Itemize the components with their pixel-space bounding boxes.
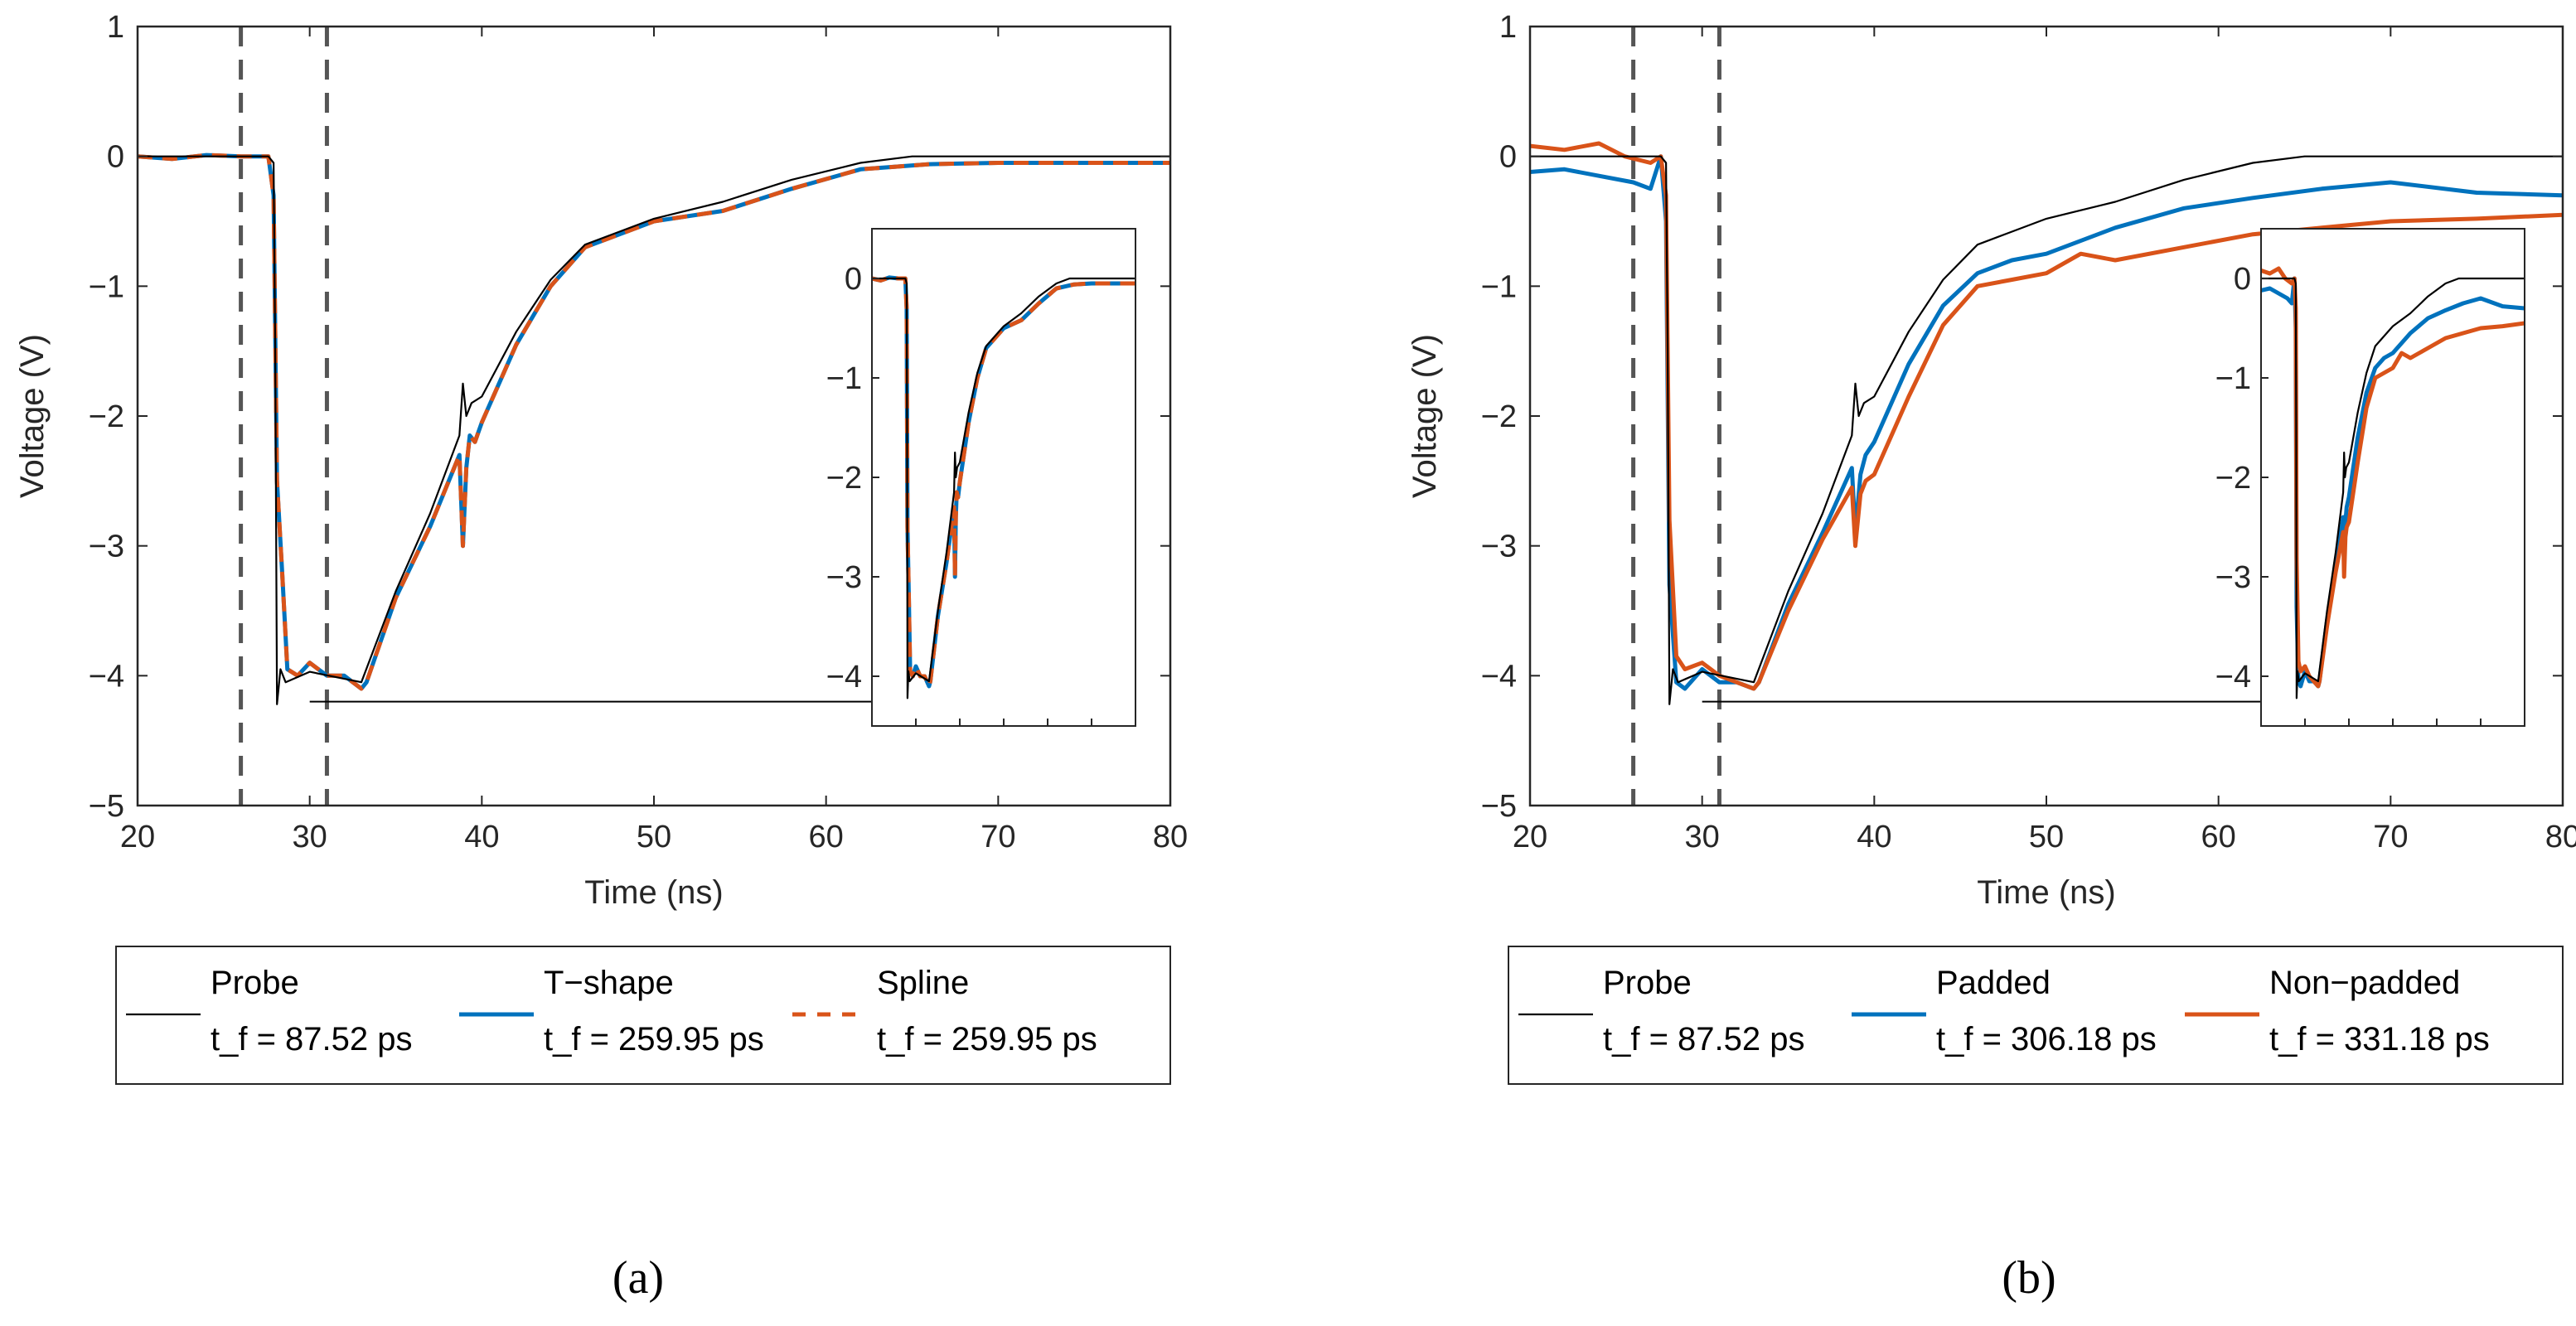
- y-tick-label: −1: [1481, 269, 1517, 304]
- series-line-probe: [138, 155, 1170, 705]
- x-tick-label: 80: [1153, 820, 1188, 854]
- inset-y-tick-label: −2: [2215, 461, 2251, 496]
- y-tick-label: −4: [89, 659, 124, 694]
- y-tick-label: −5: [1481, 789, 1517, 824]
- y-tick-label: −3: [1481, 530, 1517, 564]
- inset-y-tick-label: −1: [826, 361, 862, 396]
- y-tick-label: −2: [1481, 399, 1517, 434]
- inset-plot-area: [872, 229, 1135, 726]
- legend-box: [115, 946, 1171, 1085]
- y-axis-label: Voltage (V): [1407, 334, 1443, 498]
- y-tick-label: −1: [89, 269, 124, 304]
- inset-chart: 0 −1 −2 −3 −4: [826, 228, 1136, 727]
- y-tick-label: −4: [1481, 659, 1517, 694]
- legend-label: T−shape: [544, 965, 674, 1001]
- legend-tf-label: t_f = 306.18 ps: [1936, 1021, 2157, 1057]
- y-tick-label: 1: [1499, 10, 1517, 45]
- legend: Probe t_f = 87.52 ps Padded t_f = 306.18 ps…: [1508, 946, 2564, 1085]
- y-tick-label: −5: [89, 789, 124, 824]
- inset-series-line: [2261, 277, 2525, 699]
- chart-panel-a: 20 30 40 50 60 70 80 1 0 −1 −2 −3 −4 −5 Time (ns) Volta…: [14, 10, 1188, 1304]
- x-tick-label: 30: [1685, 820, 1720, 854]
- x-axis-label: Time (ns): [584, 874, 723, 911]
- inset-plot-area: [2261, 229, 2525, 726]
- inset-y-tick-label: −4: [2215, 660, 2251, 694]
- x-tick-label: 20: [1513, 820, 1547, 854]
- x-tick-label: 40: [464, 820, 499, 854]
- y-axis-label: Voltage (V): [14, 334, 51, 498]
- x-tick-label: 20: [120, 820, 155, 854]
- inset-y-tick-label: −3: [826, 560, 862, 595]
- legend-tf-label: t_f = 87.52 ps: [1603, 1021, 1805, 1057]
- legend-label: Probe: [1603, 965, 1692, 1001]
- x-tick-label: 60: [809, 820, 844, 854]
- legend-label: Spline: [877, 965, 969, 1001]
- inset-y-tick-label: −1: [2215, 361, 2251, 396]
- x-tick-label: 50: [2029, 820, 2064, 854]
- legend-tf-label: t_f = 87.52 ps: [211, 1021, 413, 1057]
- y-tick-label: 0: [1499, 140, 1517, 175]
- x-tick-label: 30: [293, 820, 327, 854]
- legend-label: Padded: [1936, 965, 2051, 1001]
- y-tick-label: 0: [107, 140, 124, 175]
- series-line-probe: [1530, 155, 2563, 705]
- legend-box: [1508, 946, 2564, 1085]
- legend-label: Non−padded: [2269, 965, 2460, 1001]
- x-tick-label: 60: [2201, 820, 2236, 854]
- y-tick-label: −2: [89, 399, 124, 434]
- legend-tf-label: t_f = 259.95 ps: [877, 1021, 1097, 1057]
- inset-series-line: [872, 277, 1135, 699]
- panel-label: (a): [613, 1252, 664, 1304]
- y-tick-label: 1: [107, 10, 124, 45]
- series-line-nonpadded: [1530, 141, 2563, 691]
- x-tick-label: 70: [981, 820, 1015, 854]
- legend-tf-label: t_f = 259.95 ps: [544, 1021, 764, 1057]
- x-tick-label: 50: [637, 820, 671, 854]
- x-tick-label: 70: [2373, 820, 2408, 854]
- inset-y-tick-label: −3: [2215, 560, 2251, 595]
- legend-tf-label: t_f = 331.18 ps: [2269, 1021, 2490, 1057]
- inset-y-tick-label: 0: [2234, 262, 2251, 297]
- panel-label: (b): [2002, 1252, 2055, 1304]
- x-tick-label: 80: [2545, 820, 2576, 854]
- legend-label: Probe: [211, 965, 299, 1001]
- chart-panel-b: 20 30 40 50 60 70 80 1 0 −1 −2 −3 −4 −5 Time (ns) Volta…: [1407, 10, 2576, 1304]
- legend: Probe t_f = 87.52 ps T−shape t_f = 259.95 p…: [115, 946, 1171, 1085]
- inset-y-tick-label: −2: [826, 461, 862, 496]
- x-axis-label: Time (ns): [1977, 874, 2115, 911]
- x-tick-label: 40: [1857, 820, 1891, 854]
- inset-y-tick-label: −4: [826, 660, 862, 694]
- inset-y-tick-label: 0: [845, 262, 862, 297]
- y-tick-label: −3: [89, 530, 124, 564]
- inset-chart: 0 −1 −2 −3 −4: [2215, 228, 2525, 727]
